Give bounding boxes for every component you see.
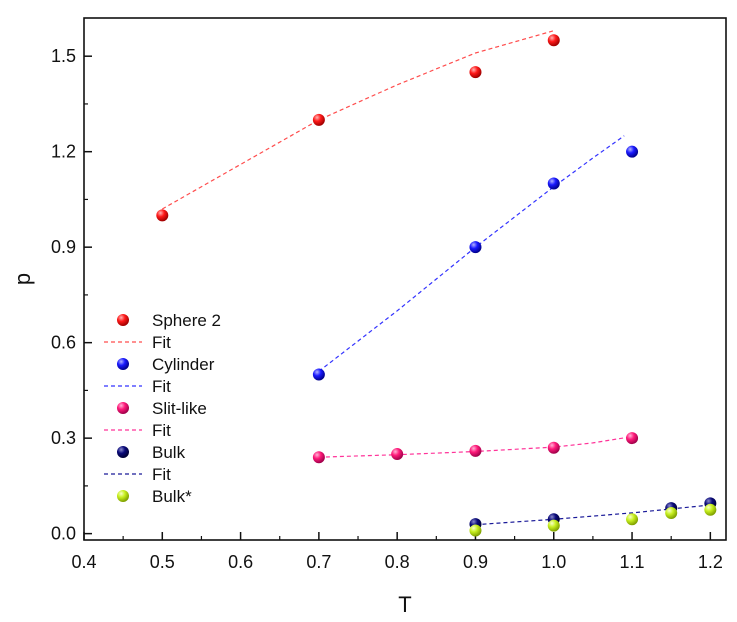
- data-point: [312, 368, 325, 381]
- legend: Sphere 2 Fit Cylinder Fit Slit-like Fit …: [104, 311, 221, 506]
- data-point: [704, 503, 717, 516]
- y-tick-label: 0.0: [51, 524, 76, 544]
- data-point: [665, 506, 678, 519]
- x-axis-tick-labels: 0.4 0.5 0.6 0.7 0.8 0.9 1.0 1.1 1.2: [71, 552, 722, 572]
- fit-line: [162, 30, 554, 210]
- legend-label: Bulk*: [152, 487, 192, 506]
- data-point: [626, 145, 639, 158]
- data-point: [312, 451, 325, 464]
- data-point: [391, 448, 404, 461]
- legend-marker: [117, 314, 129, 326]
- y-axis-ticks: [84, 55, 92, 535]
- data-point: [469, 444, 482, 457]
- legend-label: Cylinder: [152, 355, 215, 374]
- y-tick-label: 0.6: [51, 333, 76, 353]
- fit-line: [318, 436, 633, 458]
- x-tick-label: 1.0: [541, 552, 566, 572]
- x-tick-label: 1.2: [698, 552, 723, 572]
- legend-label: Fit: [152, 465, 171, 484]
- x-axis-ticks: [83, 532, 712, 540]
- y-tick-label: 0.9: [51, 237, 76, 257]
- x-tick-label: 1.1: [620, 552, 645, 572]
- data-point: [547, 519, 560, 532]
- data-point: [156, 209, 169, 222]
- legend-label: Sphere 2: [152, 311, 221, 330]
- legend-marker: [117, 490, 129, 502]
- legend-label: Fit: [152, 377, 171, 396]
- x-tick-label: 0.7: [306, 552, 331, 572]
- legend-marker: [117, 358, 129, 370]
- legend-label: Fit: [152, 333, 171, 352]
- x-tick-label: 0.4: [71, 552, 96, 572]
- x-tick-label: 0.6: [228, 552, 253, 572]
- data-point: [312, 113, 325, 126]
- legend-label: Bulk: [152, 443, 186, 462]
- y-axis-label: p: [10, 273, 35, 285]
- data-point: [547, 441, 560, 454]
- legend-marker: [117, 446, 129, 458]
- legend-marker: [117, 402, 129, 414]
- y-tick-label: 1.2: [51, 142, 76, 162]
- y-tick-label: 0.3: [51, 428, 76, 448]
- y-axis-tick-labels: 0.0 0.3 0.6 0.9 1.2 1.5: [51, 46, 76, 543]
- legend-label: Fit: [152, 421, 171, 440]
- data-point: [626, 513, 639, 526]
- data-point: [469, 524, 482, 537]
- data-point: [547, 177, 560, 190]
- data-point: [469, 241, 482, 254]
- data-point: [626, 432, 639, 445]
- x-tick-label: 0.8: [385, 552, 410, 572]
- data-point: [547, 34, 560, 47]
- series-layer: [156, 30, 717, 537]
- x-tick-label: 0.9: [463, 552, 488, 572]
- plot-frame: [83, 17, 727, 541]
- data-point: [469, 66, 482, 79]
- y-tick-label: 1.5: [51, 46, 76, 66]
- fit-line: [318, 135, 625, 372]
- legend-label: Slit-like: [152, 399, 207, 418]
- x-axis-label: T: [398, 592, 411, 617]
- x-tick-label: 0.5: [150, 552, 175, 572]
